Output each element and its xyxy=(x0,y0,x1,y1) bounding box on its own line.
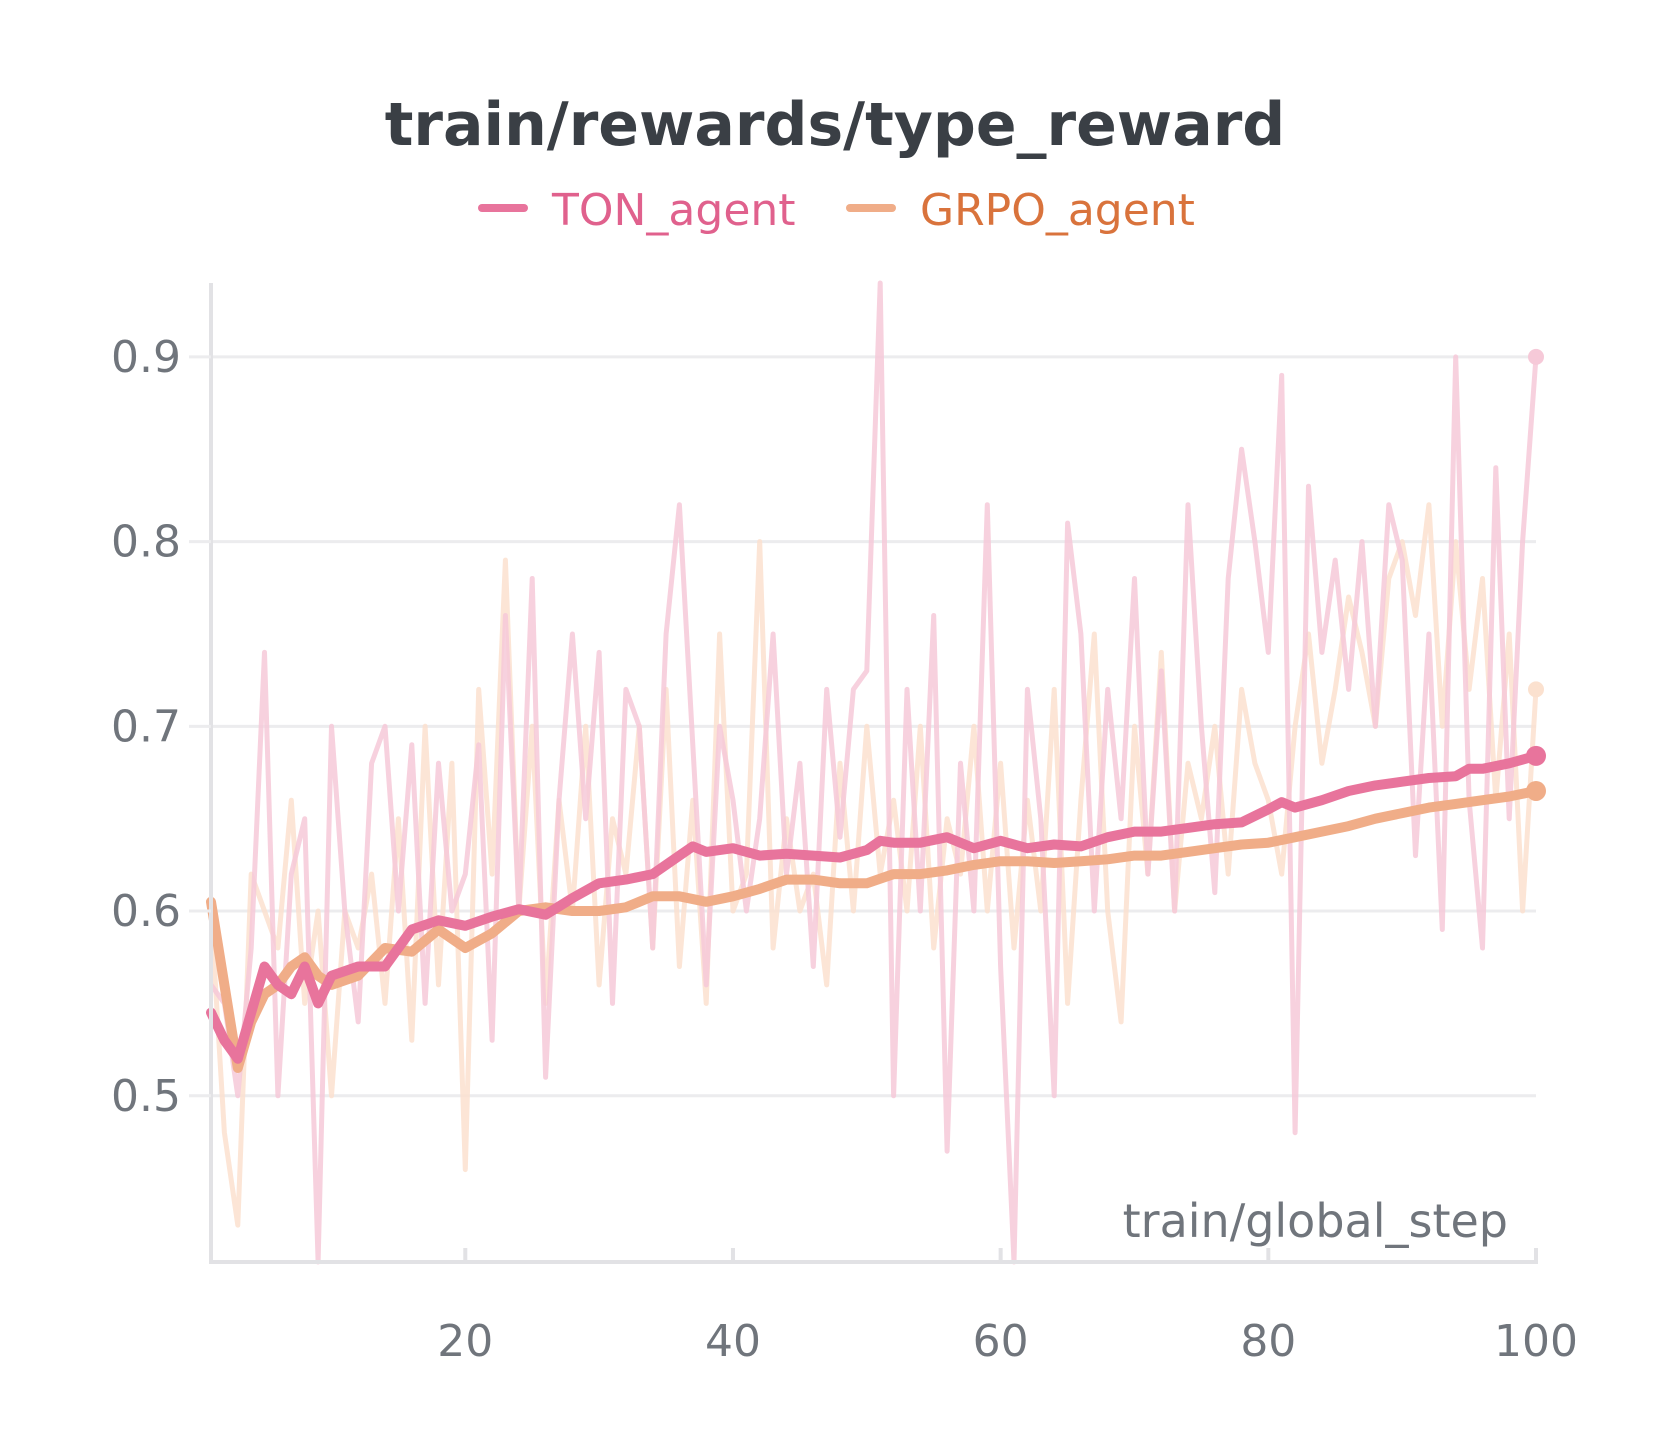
x-axis-ticks: 20 40 60 80 100 xyxy=(437,1248,1578,1367)
legend-label-ton-agent: TON_agent xyxy=(551,185,796,236)
raw-series-lines xyxy=(208,280,1544,1265)
y-tick-label: 0.8 xyxy=(111,517,181,568)
raw-line-ton-agent xyxy=(208,280,1539,1265)
raw-line-grpo-agent xyxy=(208,502,1539,1228)
smoothed-series-lines xyxy=(206,745,1546,1073)
legend-item-ton-agent[interactable]: TON_agent xyxy=(478,185,796,236)
smoothed-line-ton-agent[interactable] xyxy=(206,750,1541,1064)
chart-title: train/rewards/type_reward xyxy=(385,90,1286,160)
x-tick-label: 100 xyxy=(1494,1316,1578,1367)
y-tick-label: 0.9 xyxy=(111,332,181,383)
y-tick-label: 0.6 xyxy=(111,886,181,937)
x-tick-label: 40 xyxy=(705,1316,761,1367)
y-tick-label: 0.5 xyxy=(111,1071,181,1122)
x-tick-label: 80 xyxy=(1240,1316,1296,1367)
legend-item-grpo-agent[interactable]: GRPO_agent xyxy=(846,185,1195,236)
axes xyxy=(209,283,1536,1264)
x-tick-label: 60 xyxy=(973,1316,1029,1367)
raw-end-point-grpo-agent xyxy=(1528,681,1544,698)
x-axis-title: train/global_step xyxy=(1123,1194,1508,1248)
end-point-grpo-agent[interactable] xyxy=(1526,780,1546,801)
end-point-ton-agent[interactable] xyxy=(1526,745,1546,766)
legend: TON_agent GRPO_agent xyxy=(478,185,1195,236)
legend-label-grpo-agent: GRPO_agent xyxy=(920,185,1195,236)
raw-end-point-ton-agent xyxy=(1528,348,1544,365)
y-axis-ticks: 0.5 0.6 0.7 0.8 0.9 xyxy=(111,332,211,1122)
y-tick-label: 0.7 xyxy=(111,701,181,752)
x-tick-label: 20 xyxy=(437,1316,493,1367)
